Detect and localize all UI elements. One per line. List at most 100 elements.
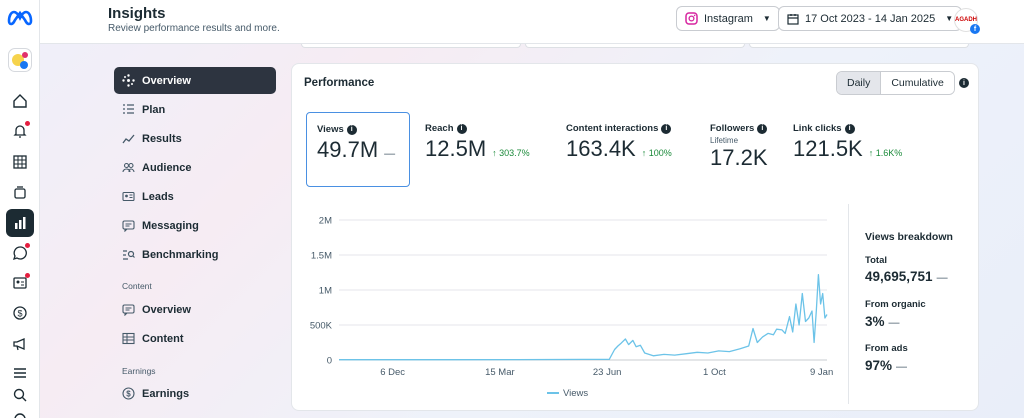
metric-views-tile[interactable]: Views i 49.7M — bbox=[306, 112, 410, 187]
search-icon[interactable] bbox=[9, 384, 31, 406]
y-tick-label: 1.5M bbox=[311, 251, 332, 262]
ads-megaphone-icon[interactable] bbox=[9, 333, 31, 355]
nav-section-earnings: Earnings bbox=[122, 366, 156, 376]
account-switcher[interactable] bbox=[8, 48, 32, 72]
nav-label: Audience bbox=[142, 161, 192, 174]
breakdown-total-label: Total bbox=[865, 255, 887, 266]
nav-label: Messaging bbox=[142, 219, 199, 232]
info-icon[interactable]: i bbox=[456, 123, 467, 134]
facebook-badge-icon: f bbox=[970, 24, 980, 34]
y-tick-label: 2M bbox=[319, 216, 332, 227]
page-header: Insights Review performance results and … bbox=[40, 0, 1024, 44]
y-tick-label: 500K bbox=[310, 321, 333, 332]
performance-card: Performance Daily Cumulative i Views i 49… bbox=[291, 63, 979, 411]
home-icon[interactable] bbox=[9, 90, 31, 112]
nav-label: Earnings bbox=[142, 387, 190, 400]
metric-label: Views i bbox=[317, 124, 395, 135]
id-card-icon bbox=[121, 190, 135, 204]
info-icon[interactable]: i bbox=[844, 123, 855, 134]
info-icon[interactable]: i bbox=[757, 123, 768, 134]
x-tick-label: 6 Dec bbox=[380, 367, 405, 378]
page-title: Insights bbox=[108, 5, 166, 22]
performance-title: Performance bbox=[304, 77, 375, 89]
info-icon[interactable]: i bbox=[959, 78, 969, 88]
nav-item-audience[interactable]: Audience bbox=[114, 154, 276, 181]
x-tick-label: 23 Jun bbox=[593, 367, 622, 378]
breakdown-ads-value: 97% — bbox=[865, 358, 908, 373]
metric-followers-tile[interactable]: Followers i Lifetime 17.2K bbox=[710, 123, 768, 171]
chevron-down-icon: ▼ bbox=[945, 14, 954, 23]
views-line-chart[interactable]: 0 500K 1M 1.5M 2M 6 Dec 15 Mar 23 Jun 1 Oct 9 Jan… bbox=[292, 204, 844, 409]
chat-icon bbox=[121, 303, 135, 317]
calendar-grid-icon[interactable] bbox=[9, 151, 31, 173]
nav-item-results[interactable]: Results bbox=[114, 125, 276, 152]
chart-divider bbox=[848, 204, 849, 404]
daily-toggle-button[interactable]: Daily bbox=[837, 72, 882, 94]
nav-item-content-overview[interactable]: Overview bbox=[114, 296, 276, 323]
granularity-toggle[interactable]: Daily Cumulative bbox=[836, 71, 955, 95]
content-stack-icon[interactable] bbox=[9, 181, 31, 203]
x-tick-label: 1 Oct bbox=[703, 367, 726, 378]
nav-label: Leads bbox=[142, 190, 174, 203]
summary-cards-strip bbox=[291, 44, 979, 50]
trend-icon bbox=[121, 132, 135, 146]
chevron-down-icon: ▼ bbox=[762, 14, 771, 23]
metric-value: 121.5K bbox=[793, 136, 863, 161]
nav-label: Content bbox=[142, 332, 184, 345]
breakdown-ads-label: From ads bbox=[865, 343, 908, 354]
date-range-select[interactable]: 17 Oct 2023 - 14 Jan 2025 ▼ bbox=[778, 6, 963, 31]
metric-value: 163.4K bbox=[566, 136, 636, 161]
nav-label: Plan bbox=[142, 103, 166, 116]
nav-label: Results bbox=[142, 132, 182, 145]
metric-delta: ↑ 303.7% bbox=[492, 148, 530, 158]
info-icon[interactable]: i bbox=[661, 123, 672, 134]
notifications-icon[interactable] bbox=[9, 120, 31, 142]
avatar-text: AGADH bbox=[955, 17, 977, 23]
list-icon bbox=[121, 103, 135, 117]
metric-reach-tile[interactable]: Reach i 12.5M ↑ 303.7% bbox=[425, 123, 530, 162]
meta-logo-icon[interactable] bbox=[6, 6, 34, 28]
sparkle-icon bbox=[121, 74, 135, 88]
contacts-icon[interactable] bbox=[9, 272, 31, 294]
nav-item-content[interactable]: Content bbox=[114, 325, 276, 352]
nav-item-benchmarking[interactable]: Benchmarking bbox=[114, 241, 276, 268]
x-tick-label: 15 Mar bbox=[485, 367, 515, 378]
metric-value: 49.7M bbox=[317, 137, 379, 162]
menu-icon[interactable] bbox=[9, 362, 31, 384]
metric-label: Link clicks i bbox=[793, 123, 902, 134]
platform-select[interactable]: Instagram ▼ bbox=[676, 6, 780, 31]
profile-avatar[interactable]: AGADH f bbox=[954, 8, 980, 34]
nav-item-overview[interactable]: Overview bbox=[114, 67, 276, 94]
monetization-dollar-icon[interactable]: $ bbox=[9, 302, 31, 324]
cumulative-toggle-button[interactable]: Cumulative bbox=[881, 72, 954, 94]
nav-label: Overview bbox=[142, 303, 191, 316]
nav-item-earnings[interactable]: $ Earnings bbox=[114, 380, 276, 407]
platform-label: Instagram bbox=[704, 12, 753, 25]
date-range-label: 17 Oct 2023 - 14 Jan 2025 bbox=[805, 12, 936, 25]
settings-icon[interactable] bbox=[9, 408, 31, 418]
info-icon[interactable]: i bbox=[346, 124, 357, 135]
inbox-chat-icon[interactable] bbox=[9, 242, 31, 264]
breakdown-total-value: 49,695,751— bbox=[865, 269, 948, 284]
y-tick-label: 1M bbox=[319, 286, 332, 297]
metric-interactions-tile[interactable]: Content interactions i 163.4K ↑ 100% bbox=[566, 123, 672, 162]
nav-item-leads[interactable]: Leads bbox=[114, 183, 276, 210]
breakdown-title: Views breakdown bbox=[865, 231, 953, 243]
metric-delta: ↑ 100% bbox=[641, 148, 672, 158]
metric-label: Content interactions i bbox=[566, 123, 672, 134]
metric-label: Followers i bbox=[710, 123, 768, 134]
nav-item-messaging[interactable]: Messaging bbox=[114, 212, 276, 239]
people-icon bbox=[121, 161, 135, 175]
metric-link-clicks-tile[interactable]: Link clicks i 121.5K ↑ 1.6K% bbox=[793, 123, 902, 162]
metric-value: 12.5M bbox=[425, 136, 487, 161]
nav-label: Benchmarking bbox=[142, 248, 219, 261]
metric-delta: — bbox=[384, 148, 396, 160]
nav-section-content: Content bbox=[122, 281, 152, 291]
nav-item-plan[interactable]: Plan bbox=[114, 96, 276, 123]
insights-chart-icon[interactable] bbox=[6, 209, 34, 237]
dollar-icon: $ bbox=[121, 387, 135, 401]
nav-label: Overview bbox=[142, 74, 191, 87]
metric-delta: ↑ 1.6K% bbox=[868, 148, 903, 158]
benchmark-icon bbox=[121, 248, 135, 262]
y-tick-label: 0 bbox=[327, 356, 332, 367]
